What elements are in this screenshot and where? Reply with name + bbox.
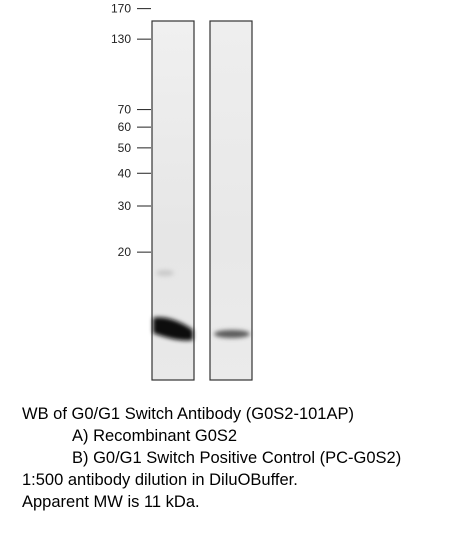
lane-a <box>151 20 195 381</box>
lane-a-faint-band <box>156 270 174 276</box>
figure-caption: WB of G0/G1 Switch Antibody (G0S2-101AP)… <box>0 403 453 513</box>
ladder-label-130: 130 <box>111 32 131 46</box>
ladder-label-40: 40 <box>118 166 132 180</box>
lane-b <box>209 20 253 381</box>
western-blot-image: 170 130 70 60 50 40 30 20 <box>111 2 253 381</box>
caption-dilution: 1:500 antibody dilution in DiluOBuffer. <box>22 471 298 489</box>
ladder-label-20: 20 <box>118 245 132 259</box>
ladder-label-30: 30 <box>118 199 132 213</box>
ladder-label-70: 70 <box>118 103 132 117</box>
ladder-label-170: 170 <box>111 2 131 16</box>
caption-apparent-mw: Apparent MW is 11 kDa. <box>22 493 200 511</box>
caption-lane-a: A) Recombinant G0S2 <box>72 427 238 445</box>
caption-title: WB of G0/G1 Switch Antibody (G0S2-101AP) <box>22 405 354 423</box>
molecular-weight-ladder: 170 130 70 60 50 40 30 20 <box>111 2 151 259</box>
ladder-label-60: 60 <box>118 120 132 134</box>
lane-a-band <box>153 317 193 341</box>
ladder-label-50: 50 <box>118 141 132 155</box>
caption-lane-b: B) G0/G1 Switch Positive Control (PC-G0S… <box>72 449 402 467</box>
lane-b-band <box>214 330 250 338</box>
